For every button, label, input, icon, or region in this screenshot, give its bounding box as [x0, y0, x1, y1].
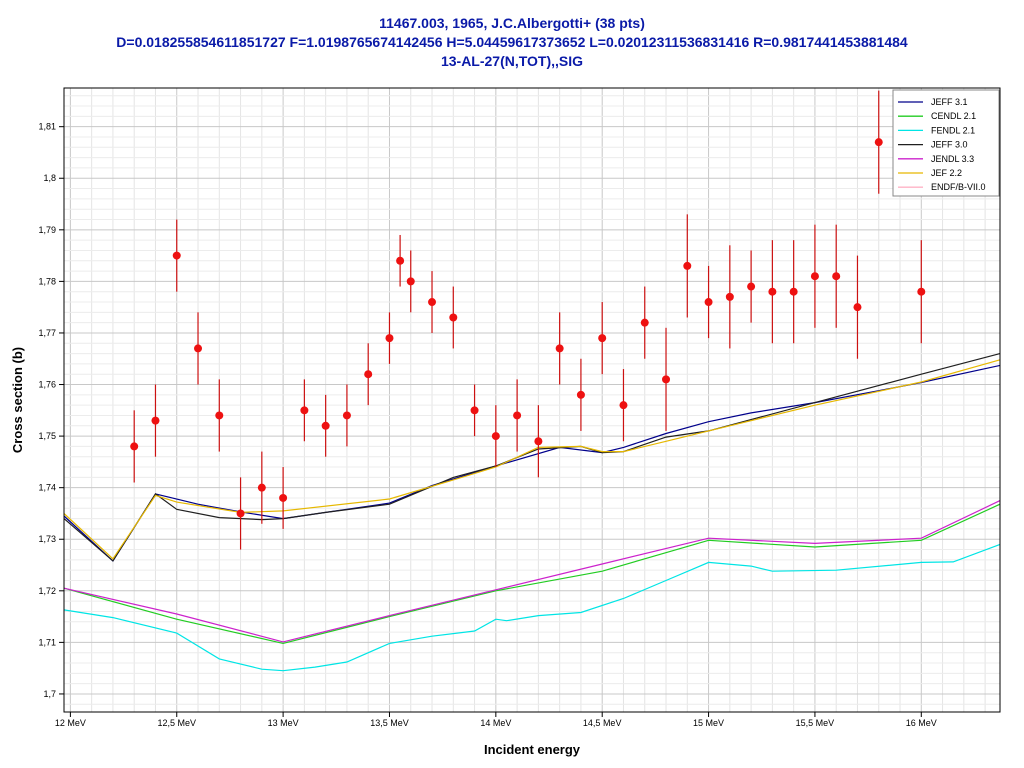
- y-tick-label: 1,7: [43, 689, 56, 699]
- x-tick-label: 16 MeV: [906, 718, 937, 728]
- series-line-2: [63, 543, 1001, 672]
- chart-title: 11467.003, 1965, J.C.Albergotti+ (38 pts…: [379, 15, 645, 31]
- data-point: [747, 282, 756, 291]
- data-point: [874, 138, 883, 147]
- y-axis-label: Cross section (b): [10, 347, 25, 453]
- data-point: [215, 411, 224, 420]
- legend-entry: JEFF 3.0: [931, 140, 968, 150]
- plot-frame: [63, 87, 1001, 713]
- x-tick-label: 12,5 MeV: [157, 718, 196, 728]
- data-point: [513, 411, 522, 420]
- axis-ticks: 12 MeV 12,5 MeV 13 MeV 13,5 MeV 14 MeV 14,5 M…: [38, 122, 936, 728]
- legend-entry: CENDL 2.1: [931, 111, 976, 121]
- data-point: [576, 390, 585, 399]
- data-point: [342, 411, 351, 420]
- data-point: [385, 334, 394, 343]
- y-tick-label: 1,72: [38, 586, 56, 596]
- data-point: [768, 287, 777, 296]
- data-point: [151, 416, 160, 425]
- legend-box: [892, 89, 1000, 197]
- series-line-0: [63, 364, 1001, 562]
- data-point: [810, 272, 819, 281]
- data-point: [470, 406, 479, 415]
- y-tick-label: 1,74: [38, 483, 56, 493]
- y-tick-label: 1,75: [38, 431, 56, 441]
- grid: [64, 88, 1000, 712]
- data-point: [789, 287, 798, 296]
- y-tick-label: 1,81: [38, 122, 56, 132]
- data-point: [172, 251, 181, 260]
- series-line-1: [63, 503, 1001, 645]
- y-tick-label: 1,79: [38, 225, 56, 235]
- data-point: [364, 370, 373, 379]
- data-point: [662, 375, 671, 384]
- y-tick-label: 1,77: [38, 328, 56, 338]
- data-point: [704, 298, 713, 307]
- data-point: [396, 256, 405, 265]
- x-tick-label: 14 MeV: [480, 718, 511, 728]
- data-point: [130, 442, 139, 451]
- data-point: [449, 313, 458, 322]
- data-point: [300, 406, 309, 415]
- data-point: [236, 509, 245, 518]
- data-point: [534, 437, 543, 446]
- data-point: [555, 344, 564, 353]
- legend-entry: JENDL 3.3: [931, 154, 974, 164]
- data-point: [640, 318, 649, 327]
- x-tick-label: 15,5 MeV: [796, 718, 835, 728]
- legend-entry: FENDL 2.1: [931, 125, 975, 135]
- data-point: [279, 493, 288, 502]
- legend-entry: ENDF/B-VII.0: [931, 182, 986, 192]
- chart-subtitle-reaction: 13-AL-27(N,TOT),,SIG: [440, 53, 584, 69]
- data-point: [917, 287, 926, 296]
- y-tick-label: 1,76: [38, 380, 56, 390]
- data-point: [491, 432, 500, 441]
- x-tick-label: 15 MeV: [693, 718, 724, 728]
- y-tick-label: 1,73: [38, 534, 56, 544]
- data-point: [853, 303, 862, 312]
- x-tick-label: 14,5 MeV: [583, 718, 622, 728]
- data-point: [406, 277, 415, 286]
- data-point: [194, 344, 203, 353]
- chart-subtitle: D=0.018255854611851727 F=1.0198765674142…: [116, 34, 908, 50]
- data-point: [428, 298, 437, 307]
- x-tick-label: 12 MeV: [55, 718, 86, 728]
- y-tick-label: 1,71: [38, 637, 56, 647]
- data-point: [683, 261, 692, 270]
- chart-titles: 11467.003, 1965, J.C.Albergotti+ (38 pts…: [0, 14, 1024, 71]
- y-tick-label: 1,8: [43, 173, 56, 183]
- data-point: [619, 401, 628, 410]
- legend: JEFF 3.1 CENDL 2.1 FENDL 2.1 JEFF 3.0 JENDL …: [892, 89, 1000, 197]
- x-axis-label: Incident energy: [484, 742, 581, 757]
- data-point: [257, 483, 266, 492]
- experimental-points: [130, 90, 926, 550]
- y-tick-label: 1,78: [38, 276, 56, 286]
- data-point: [832, 272, 841, 281]
- series-line-3: [63, 353, 1001, 562]
- x-tick-label: 13,5 MeV: [370, 718, 409, 728]
- legend-entry: JEFF 3.1: [931, 97, 968, 107]
- series-line-4: [63, 500, 1001, 643]
- evaluation-curves: [63, 353, 1001, 672]
- data-point: [598, 334, 607, 343]
- x-tick-label: 13 MeV: [268, 718, 299, 728]
- legend-entry: JEF 2.2: [931, 168, 962, 178]
- series-line-5: [63, 359, 1001, 560]
- data-point: [321, 421, 330, 430]
- data-point: [725, 292, 734, 301]
